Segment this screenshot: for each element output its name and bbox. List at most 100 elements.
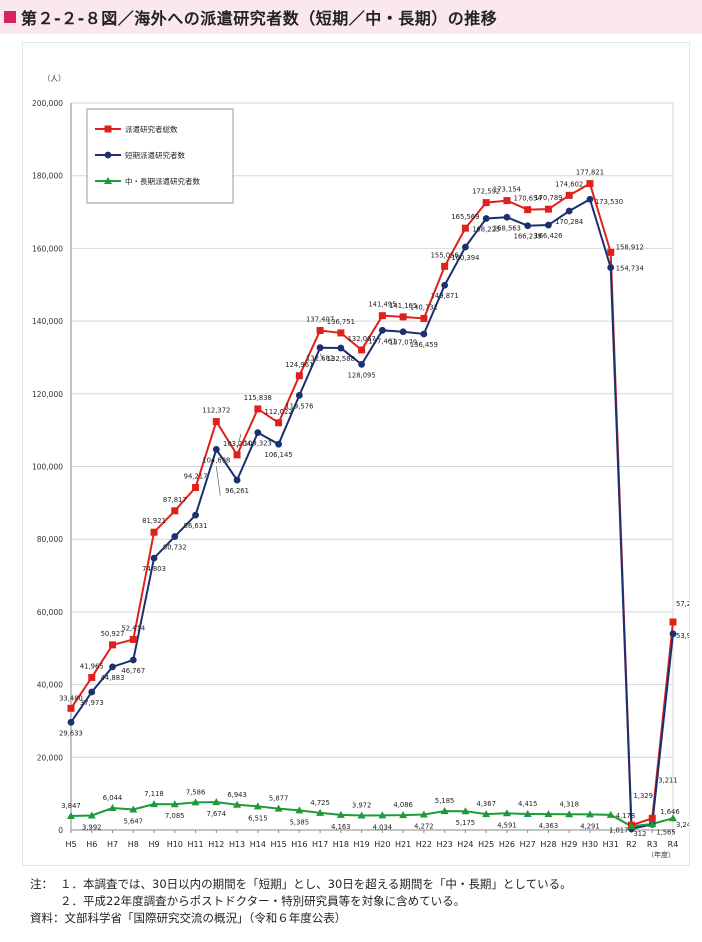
data-point-short: [669, 630, 677, 638]
data-point-midlong: [316, 808, 325, 816]
data-point-midlong: [627, 822, 636, 830]
data-point-short: [358, 360, 366, 368]
data-point-total: [399, 313, 407, 321]
data-point-total: [648, 814, 656, 822]
data-point-midlong: [87, 811, 96, 819]
data-point-midlong: [565, 810, 574, 818]
data-point-total: [88, 673, 96, 681]
data-point-short: [233, 476, 241, 484]
data-point-total: [104, 125, 112, 133]
data-label: 172,592: [472, 188, 500, 196]
data-point-midlong: [440, 807, 449, 815]
data-point-short: [545, 221, 552, 229]
data-label: 165,569: [451, 213, 479, 221]
data-point-midlong: [399, 811, 408, 819]
data-label: 173,154: [493, 186, 521, 194]
y-tick-label: 0: [58, 826, 63, 835]
data-point-short: [337, 344, 345, 352]
data-label: 94,217: [184, 473, 208, 481]
data-label: 46,767: [121, 667, 145, 675]
data-label: 140,731: [410, 303, 438, 311]
data-point-total: [295, 372, 303, 380]
data-point-short: [109, 663, 116, 671]
data-point-total: [441, 262, 449, 270]
data-label: 132,067: [348, 335, 376, 343]
data-label: 3,847: [61, 802, 80, 810]
x-tick-label: R3: [647, 840, 658, 849]
x-tick-label: H7: [107, 840, 118, 849]
x-tick-label: H6: [86, 840, 97, 849]
data-label: 41,965: [80, 662, 104, 670]
note-prefix: 注：: [30, 877, 53, 891]
data-point-total: [420, 314, 428, 322]
page-title: 第２-２-８図／海外への派遣研究者数（短期／中・長期）の推移: [21, 9, 498, 28]
data-label: 4,291: [580, 822, 599, 830]
data-point-total: [503, 197, 511, 205]
data-label: 37,973: [80, 699, 104, 707]
data-label: 103,204: [223, 440, 251, 448]
data-label: 177,821: [576, 169, 604, 177]
data-point-total: [524, 206, 532, 214]
data-label: 128,095: [348, 371, 376, 379]
data-label: 3,211: [658, 776, 677, 784]
data-point-short: [171, 533, 179, 540]
data-label: 3,972: [352, 802, 371, 810]
y-tick-label: 20,000: [37, 753, 63, 762]
data-point-total: [129, 635, 137, 643]
data-label: 3,992: [82, 823, 101, 831]
data-point-midlong: [606, 810, 615, 818]
x-tick-label: H28: [540, 840, 556, 849]
data-point-total: [275, 419, 283, 427]
data-label: 1,017: [609, 826, 628, 834]
x-tick-label: H21: [395, 840, 411, 849]
y-tick-label: 100,000: [32, 463, 63, 472]
data-label: 141,495: [368, 301, 396, 309]
x-tick-label: H30: [582, 840, 598, 849]
series-line-total: [70, 182, 674, 827]
data-point-short: [104, 151, 112, 159]
x-tick-label: H5: [65, 840, 76, 849]
data-label: 5,877: [269, 795, 288, 803]
line-chart: 0 20,000 40,000 60,000 80,000 100,000 120,000 1…: [32, 74, 689, 859]
data-label: 149,871: [431, 292, 459, 300]
data-point-midlong: [482, 810, 491, 818]
data-point-midlong: [67, 812, 75, 820]
data-label: 4,086: [393, 801, 412, 809]
data-label: 7,674: [207, 810, 226, 818]
data-point-total: [482, 199, 490, 207]
y-axis-label: （人）: [43, 74, 66, 83]
data-point-total: [316, 327, 324, 335]
data-label: 137,079: [389, 339, 417, 347]
data-point-short: [482, 215, 490, 222]
data-point-total: [378, 312, 386, 320]
data-point-midlong: [523, 809, 532, 817]
data-point-short: [441, 281, 449, 289]
data-point-total: [212, 418, 220, 426]
data-label: 4,034: [373, 823, 392, 831]
data-point-midlong: [170, 800, 179, 808]
legend-item-short-label: 短期派遣研究者数: [125, 150, 185, 160]
leader-line: [216, 466, 221, 496]
data-point-midlong: [191, 798, 200, 806]
x-tick-label: H9: [148, 840, 159, 849]
x-tick-label: H29: [561, 840, 577, 849]
data-label: 109,323: [244, 440, 272, 448]
note-1: 注： １．本調査では、30日以内の期間を「短期」とし、30日を超える期間を「中・長…: [30, 876, 690, 893]
legend-item-midlong-label: 中・長期派遣研究者数: [125, 176, 200, 186]
data-point-midlong: [129, 805, 138, 813]
data-label: 3,245: [676, 821, 689, 829]
data-point-short: [586, 195, 594, 203]
x-tick-label: R2: [626, 840, 637, 849]
data-label: 33,480: [59, 694, 83, 702]
title-square-icon: [4, 11, 16, 23]
x-tick-label: H8: [128, 840, 139, 849]
data-label: 50,927: [101, 630, 125, 638]
data-label: 166,239: [514, 233, 542, 241]
data-label: 174,602: [555, 180, 583, 188]
data-label: 136,459: [410, 341, 438, 349]
x-tick-label: H10: [167, 840, 183, 849]
x-tick-label: H15: [270, 840, 286, 849]
y-tick-label: 60,000: [37, 608, 63, 617]
data-point-total: [171, 507, 179, 515]
data-label: 5,647: [124, 817, 143, 825]
